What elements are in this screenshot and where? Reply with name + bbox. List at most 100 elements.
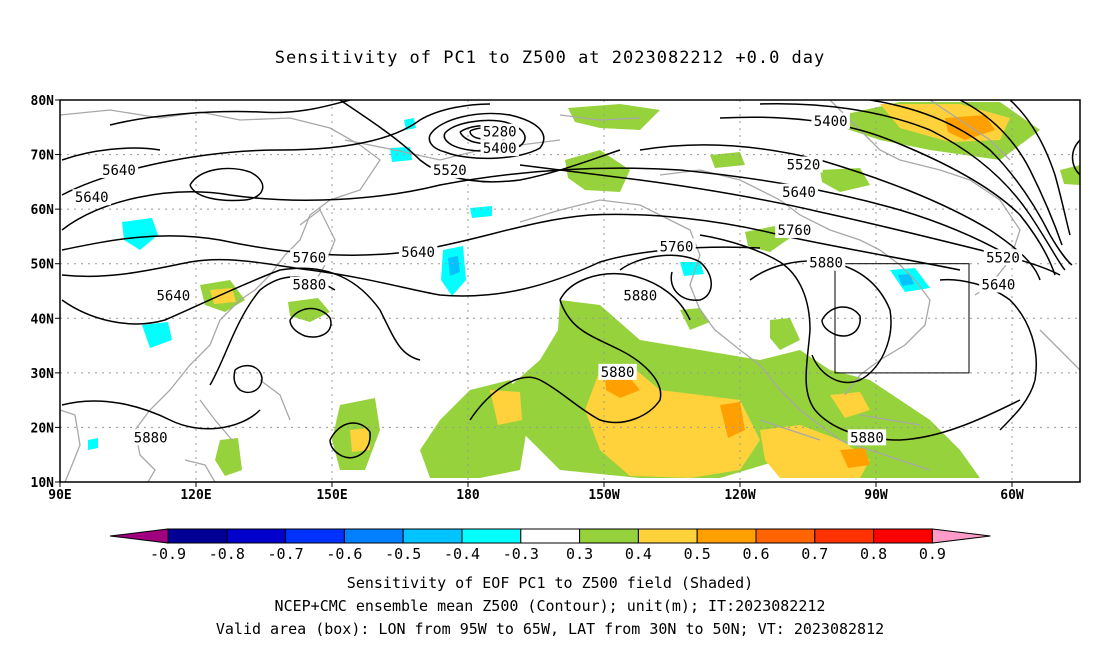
contour-label: 5520 xyxy=(433,163,467,179)
contour-label-bg xyxy=(775,221,814,238)
colorbar-swatch xyxy=(167,528,228,544)
map-frame xyxy=(59,99,1081,483)
contour-label-bg xyxy=(398,243,438,260)
colorbar-swatch xyxy=(226,528,287,544)
contour-label-bg xyxy=(979,276,1018,293)
contour-label: 5520 xyxy=(986,250,1020,266)
contour-label: 5880 xyxy=(292,278,326,294)
colorbar-swatch xyxy=(873,528,933,544)
colorbar-label: -0.3 xyxy=(503,545,539,563)
colorbar-swatch xyxy=(520,528,581,544)
lat-tick-label: 10N xyxy=(31,476,55,491)
contour-label-bg xyxy=(480,140,519,157)
lon-tick-label: 90E xyxy=(48,488,71,503)
colorbar-label: -0.8 xyxy=(209,545,245,563)
contour-label: 5880 xyxy=(623,288,657,304)
contour-label-bg xyxy=(430,161,470,178)
contour-label-bg xyxy=(290,276,329,293)
lon-tick-label: 120E xyxy=(180,488,211,503)
contour-label-bg xyxy=(99,161,139,178)
colorbar-swatch xyxy=(579,528,639,544)
colorbar-label: 0.8 xyxy=(860,545,887,563)
contour-label: 5880 xyxy=(134,430,168,446)
contour-label-bg xyxy=(657,238,696,255)
contour-label: 5760 xyxy=(660,239,694,255)
colorbar-swatch xyxy=(343,528,404,544)
lon-tick-label: 90W xyxy=(864,488,888,503)
gridlines xyxy=(60,100,1080,482)
contour-label: 5640 xyxy=(982,278,1016,294)
contour-label: 5640 xyxy=(782,185,816,201)
lon-tick-label: 150E xyxy=(316,488,347,503)
colorbar-left-arrow xyxy=(109,528,169,544)
colorbar-label: -0.6 xyxy=(326,545,362,563)
contour-label-bg xyxy=(480,123,519,140)
z500-contours xyxy=(61,100,1080,459)
longitude-axis: 90E 120E 150E 180 150W 120W 90W 60W xyxy=(48,482,1024,503)
contour-label: 5640 xyxy=(102,163,136,179)
contour-label-bg xyxy=(806,254,846,271)
contour-label-bg xyxy=(290,249,329,266)
contour-label-bg xyxy=(72,189,111,206)
lat-tick-label: 50N xyxy=(31,258,55,273)
lat-tick-label: 20N xyxy=(31,421,55,436)
valid-area-box xyxy=(834,263,970,374)
contour-label: 5400 xyxy=(483,141,517,157)
colorbar-label: 0.5 xyxy=(684,545,711,563)
lon-tick-label: 60W xyxy=(1000,488,1024,503)
contour-labels: 5640564052805400552056405760588056405880… xyxy=(72,112,1023,446)
colorbar-swatch xyxy=(814,528,875,544)
contour-label-bg xyxy=(779,183,819,200)
colorbar-label: -0.9 xyxy=(150,545,186,563)
colorbar-swatch xyxy=(637,528,698,544)
lat-tick-label: 60N xyxy=(31,203,55,218)
lat-tick-label: 70N xyxy=(31,149,55,164)
contour-label-bg xyxy=(154,287,193,304)
colorbar-swatch xyxy=(461,528,522,544)
lon-tick-label: 180 xyxy=(456,488,480,503)
footer-line-1: Sensitivity of EOF PC1 to Z500 field (Sh… xyxy=(346,574,754,592)
contour-label: 5760 xyxy=(778,223,812,239)
contour-label: 5760 xyxy=(292,250,326,266)
lon-tick-label: 120W xyxy=(724,488,755,503)
contour-label-bg xyxy=(598,363,637,380)
colorbar-swatch xyxy=(696,528,757,544)
contour-label: 5640 xyxy=(75,190,109,206)
shaded-sensitivity-field xyxy=(88,102,1080,478)
page-title: Sensitivity of PC1 to Z500 at 2023082212… xyxy=(274,48,826,68)
contour-label-bg xyxy=(847,429,887,446)
colorbar-label: 0.4 xyxy=(625,545,652,563)
contour-label: 5640 xyxy=(401,245,435,261)
contour-label-bg xyxy=(983,249,1023,266)
contour-label: 5280 xyxy=(483,125,517,141)
colorbar: -0.9 -0.8 -0.7 -0.6 -0.5 -0.4 -0.3 0.3 0.4 0.5 0.6… xyxy=(109,528,991,563)
contour-label: 5880 xyxy=(809,256,843,272)
lon-tick-label: 150W xyxy=(588,488,619,503)
lat-tick-label: 80N xyxy=(31,94,55,109)
colorbar-label: 0.9 xyxy=(919,545,946,563)
colorbar-label: 0.3 xyxy=(566,545,593,563)
colorbar-swatch xyxy=(402,528,463,544)
colorbar-swatch xyxy=(285,528,345,544)
contour-label-bg xyxy=(811,112,850,129)
contour-label: 5520 xyxy=(787,157,821,173)
footer-line-3: Valid area (box): LON from 95W to 65W, L… xyxy=(215,620,885,638)
contour-label: 5880 xyxy=(601,365,635,381)
latitude-axis: 10N 20N 30N 40N 50N 60N 70N 80N xyxy=(31,94,60,491)
contour-label-bg xyxy=(621,287,660,304)
colorbar-label: 0.7 xyxy=(801,545,828,563)
contour-label: 5640 xyxy=(156,288,190,304)
lat-tick-label: 30N xyxy=(31,367,55,382)
contour-label: 5400 xyxy=(814,114,848,130)
colorbar-label: -0.4 xyxy=(444,545,480,563)
colorbar-swatch xyxy=(755,528,816,544)
contour-label-bg xyxy=(131,429,170,446)
contour-label: 5880 xyxy=(850,430,884,446)
coastlines xyxy=(60,100,1080,482)
colorbar-label: -0.5 xyxy=(385,545,421,563)
colorbar-label: 0.6 xyxy=(742,545,769,563)
lat-tick-label: 40N xyxy=(31,312,55,327)
colorbar-label: -0.7 xyxy=(268,545,304,563)
contour-label-bg xyxy=(784,156,823,173)
colorbar-right-arrow xyxy=(931,528,991,544)
